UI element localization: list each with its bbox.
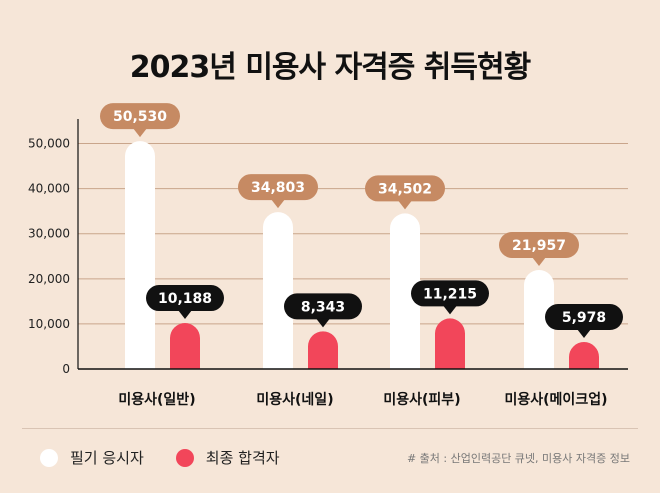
data-label-bubble: [545, 304, 623, 331]
bar-final-passers: [170, 323, 200, 369]
data-label-pointer: [443, 305, 457, 315]
data-label-pointer: [532, 256, 546, 266]
data-label: 50,530: [113, 109, 167, 125]
data-label-pointer: [316, 318, 330, 328]
bar-written-applicants: [390, 213, 420, 369]
data-label: 34,803: [251, 180, 305, 196]
data-label-pointer: [271, 199, 285, 209]
x-tick-label: 미용사(메이크업): [505, 391, 608, 408]
data-label-bubble: [238, 174, 318, 201]
bar-written-applicants: [524, 269, 554, 369]
y-tick-label: 50,000: [28, 137, 70, 151]
label-layer: 50,530 10,188 34,803 8,343 34,502 11,215 21,95…: [100, 103, 623, 339]
legend-item-written-applicants: 필기 응시자: [40, 447, 144, 468]
data-label-bubble: [100, 103, 180, 130]
bar-final-passers: [569, 342, 599, 369]
data-label: 8,343: [301, 299, 345, 315]
data-label-bubble: [365, 175, 445, 202]
bar-layer: [125, 141, 599, 369]
data-label-bubble: [411, 280, 489, 307]
bar-written-applicants: [263, 212, 293, 369]
legend-label: 필기 응시자: [70, 449, 144, 467]
bar-final-passers: [308, 331, 338, 369]
y-tick-label: 40,000: [28, 182, 70, 196]
data-label-bubble: [284, 293, 362, 320]
data-label: 11,215: [423, 286, 477, 302]
data-label: 10,188: [158, 291, 212, 307]
y-tick-label: 30,000: [28, 227, 70, 241]
data-label-pointer: [398, 200, 412, 210]
data-label-pointer: [577, 329, 591, 339]
y-tick-label: 10,000: [28, 317, 70, 331]
data-label-pointer: [133, 128, 147, 138]
y-tick-label: 20,000: [28, 272, 70, 286]
y-tick-label: 0: [62, 362, 70, 376]
x-tick-label: 미용사(네일): [256, 392, 333, 408]
legend-item-final-passers: 최종 합격자: [175, 447, 280, 468]
bar-final-passers: [435, 318, 465, 369]
x-tick-label: 미용사(일반): [118, 391, 195, 408]
divider: [22, 428, 638, 429]
legend-label: 최종 합격자: [205, 449, 280, 467]
source-note: # 출처 : 산업인력공단 큐넷, 미용사 자격증 정보: [406, 452, 630, 465]
legend: 필기 응시자 최종 합격자: [40, 447, 312, 468]
x-tick-label: 미용사(피부): [383, 392, 460, 408]
data-label: 5,978: [562, 310, 606, 326]
data-label-bubble: [146, 285, 224, 312]
chart-title: 2023년 미용사 자격증 취득현황: [129, 50, 531, 85]
data-label-pointer: [178, 310, 192, 320]
axis-layer: 0 10,000 20,000 30,000 40,000 50,000 미용사(일반) 미용…: [28, 119, 628, 408]
legend-swatch-white: [40, 448, 58, 467]
data-label-bubble: [499, 231, 579, 258]
data-label: 34,502: [378, 181, 432, 197]
legend-swatch-red: [175, 448, 194, 467]
bar-written-applicants: [125, 141, 155, 369]
data-label: 21,957: [512, 238, 566, 254]
